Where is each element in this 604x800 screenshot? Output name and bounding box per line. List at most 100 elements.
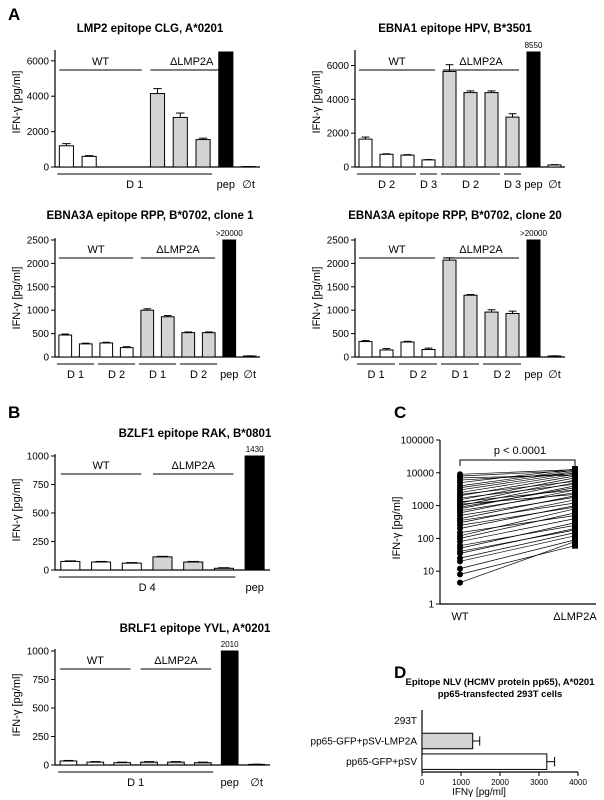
bar (484, 311, 499, 358)
y-tick-label: 1000 (412, 501, 435, 512)
x-tick-label: ∅t (242, 179, 255, 191)
bar (172, 116, 188, 168)
pair-line (459, 532, 576, 559)
bar (442, 259, 457, 358)
y-tick-label: 1000 (27, 647, 50, 658)
chart-ebna3a-rpp-clone1: EBNA3A epitope RPP, B*0702, clone 1 IFN-… (11, 210, 260, 381)
group-label: ΔLMP2A (459, 244, 503, 256)
value-label: 1430 (246, 445, 264, 454)
y-axis-label: IFN-γ [pg/ml] (11, 71, 23, 134)
wt-point (457, 555, 463, 562)
bar (547, 164, 562, 168)
bar (78, 343, 93, 358)
pair-line (459, 479, 576, 504)
value-label: >20000 (216, 229, 243, 238)
bar (505, 116, 520, 168)
value-label: 8550 (525, 41, 543, 50)
x-tick-label: 1000 (452, 778, 470, 787)
value-label: >20000 (520, 229, 547, 238)
bar (421, 159, 436, 168)
bar (119, 347, 134, 358)
y-axis-label: IFN-γ [pg/ml] (311, 71, 323, 134)
x-tick-label: ΔLMP2A (553, 611, 597, 623)
category-label: 293T (394, 716, 417, 727)
x-tick-label: ∅t (250, 777, 263, 789)
pair-line (459, 477, 576, 501)
group-label: WT (388, 244, 405, 256)
bar (99, 342, 114, 358)
day-label: D 2 (378, 179, 395, 191)
group-label: WT (87, 244, 104, 256)
bar (140, 761, 158, 766)
x-tick-label: pep (220, 369, 238, 381)
bar (81, 155, 97, 168)
x-tick-label: pep (217, 179, 235, 191)
y-tick-label: 750 (32, 480, 49, 491)
y-tick-label: 500 (332, 329, 349, 340)
chart-title: BZLF1 epitope RAK, B*0801 (119, 428, 272, 440)
pair-line (459, 515, 576, 533)
wt-point (457, 571, 463, 578)
chart-title: EBNA1 epitope HPV, B*3501 (378, 23, 532, 35)
y-axis-label: IFN-γ [pg/ml] (391, 497, 403, 560)
chart-title-line2: pp65-transfected 293T cells (438, 689, 563, 700)
pair-line (459, 529, 576, 552)
x-tick-label: 2000 (491, 778, 509, 787)
chart-hcmv-nlv: Epitope NLV (HCMV protein pp65), A*0201 … (311, 677, 596, 798)
y-tick-label: 10000 (406, 468, 434, 479)
pair-line (459, 469, 576, 475)
panel-letter-b: B (8, 403, 20, 422)
bar (140, 309, 155, 358)
y-tick-label: 0 (43, 566, 49, 577)
bar (526, 51, 541, 168)
group-label: ΔLMP2A (172, 460, 216, 472)
day-label: D 2 (108, 369, 125, 381)
y-tick-label: 2000 (27, 127, 50, 138)
x-tick-label: pep (245, 582, 263, 594)
y-tick-label: 2000 (327, 259, 350, 270)
lmp2a-point (572, 527, 578, 534)
chart-ebna3a-rpp-clone20: EBNA3A epitope RPP, B*0702, clone 20 IFN… (311, 210, 565, 381)
pair-line (459, 494, 576, 505)
y-tick-label: 4000 (27, 92, 50, 103)
wt-point (457, 471, 463, 478)
pair-line (459, 483, 576, 499)
x-tick-label: pep (524, 179, 542, 191)
y-tick-label: 2000 (27, 259, 50, 270)
bar (400, 341, 415, 358)
y-tick-label: 2500 (327, 236, 350, 247)
pair-line (459, 499, 576, 524)
bar (195, 139, 211, 168)
group-label: WT (93, 460, 110, 472)
x-tick-label: pep (524, 369, 542, 381)
lmp2a-point (572, 542, 578, 549)
lmp2a-point (572, 532, 578, 539)
bar (121, 562, 142, 571)
bar (218, 51, 234, 168)
y-tick-label: 250 (32, 537, 49, 548)
y-axis-label: IFN-γ [pg/ml] (11, 674, 23, 737)
pair-line (459, 518, 576, 542)
x-tick-label: ∅t (243, 369, 256, 381)
panel-letter-a: A (8, 5, 20, 24)
day-label: D 4 (139, 582, 156, 594)
y-tick-label: 1500 (27, 282, 50, 293)
y-axis-label: IFN-γ [pg/ml] (11, 479, 23, 542)
category-label: pp65-GFP+pSV (346, 757, 417, 768)
y-tick-label: 0 (343, 163, 349, 174)
pair-line (459, 495, 576, 519)
pair-line (459, 535, 576, 562)
wt-point (457, 565, 463, 572)
lmp2a-point (572, 486, 578, 493)
bar (421, 753, 548, 770)
day-label: D 1 (451, 369, 468, 381)
chart-bzlf1-rak: BZLF1 epitope RAK, B*0801 IFN-γ [pg/ml] … (11, 428, 272, 594)
y-tick-label: 2500 (27, 236, 50, 247)
pair-line (459, 506, 576, 526)
significance-bracket (459, 459, 576, 466)
x-tick-label: 4000 (569, 778, 587, 787)
y-tick-label: 0 (43, 163, 49, 174)
y-tick-label: 0 (43, 353, 49, 364)
lmp2a-point (572, 478, 578, 485)
y-tick-label: 750 (32, 675, 49, 686)
